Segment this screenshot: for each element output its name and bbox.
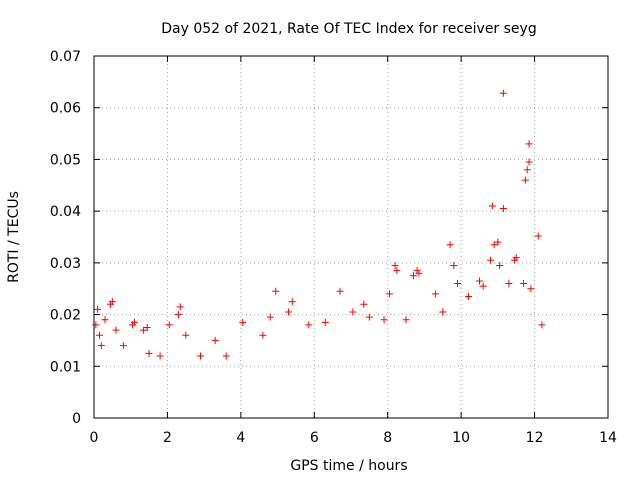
data-point — [96, 331, 104, 339]
data-point — [165, 321, 173, 329]
data-point — [439, 308, 447, 316]
axis-ticks: 0 2 4 6 8 10 12 14 0 0.01 0.02 0.03 0.04 0.05 0.06 0.07 — [50, 49, 617, 446]
data-point — [512, 254, 520, 262]
data-point — [174, 311, 182, 319]
chart-title: Day 052 of 2021, Rate Of TEC Index for r… — [161, 21, 536, 37]
data-point — [97, 342, 105, 350]
data-point — [488, 202, 496, 210]
data-point — [182, 331, 190, 339]
data-point — [534, 232, 542, 240]
data-point — [305, 321, 313, 329]
data-point — [490, 241, 498, 249]
data-point — [156, 352, 164, 360]
x-tick-label: 10 — [452, 430, 470, 446]
data-point — [349, 308, 357, 316]
x-tick-label: 2 — [163, 430, 172, 446]
y-tick-label: 0.01 — [50, 359, 81, 375]
x-tick-label: 6 — [310, 430, 319, 446]
data-point — [119, 342, 127, 350]
x-tick-label: 4 — [236, 430, 245, 446]
data-point — [222, 352, 230, 360]
y-tick-label: 0.07 — [50, 49, 81, 65]
data-point — [101, 316, 109, 324]
data-point — [499, 89, 507, 97]
data-point — [446, 241, 454, 249]
data-point — [266, 313, 274, 321]
data-point — [94, 305, 102, 313]
data-point — [386, 290, 394, 298]
data-point — [523, 166, 531, 174]
data-point — [336, 287, 344, 295]
plot-frame — [93, 55, 609, 419]
y-tick-label: 0.04 — [50, 204, 81, 220]
data-point — [112, 326, 120, 334]
data-point — [211, 336, 219, 344]
y-axis-title: ROTI / TECUs — [6, 191, 22, 283]
data-point — [487, 256, 495, 264]
data-point — [391, 261, 399, 269]
data-point — [259, 331, 267, 339]
data-point — [525, 140, 533, 148]
grid-lines — [94, 56, 608, 418]
data-point — [479, 282, 487, 290]
data-point — [538, 321, 546, 329]
data-point — [92, 321, 100, 329]
data-point — [108, 298, 116, 306]
y-tick-label: 0.03 — [50, 256, 81, 272]
data-point — [476, 277, 483, 285]
y-tick-label: 0.05 — [50, 152, 81, 168]
data-point — [145, 349, 153, 357]
data-point — [143, 324, 151, 331]
x-axis-title: GPS time / hours — [290, 458, 407, 474]
data-point — [140, 326, 148, 334]
data-point — [496, 261, 504, 269]
data-point — [360, 300, 368, 308]
data-point — [521, 176, 529, 184]
data-point — [130, 318, 138, 326]
data-point — [196, 352, 204, 360]
data-point — [494, 238, 502, 246]
x-tick-label: 0 — [90, 430, 99, 446]
x-tick-label: 12 — [526, 430, 544, 446]
scatter-points — [92, 89, 546, 360]
data-point — [380, 316, 388, 324]
data-point — [402, 316, 410, 324]
data-point — [499, 205, 507, 213]
data-point — [505, 280, 513, 288]
y-tick-label: 0.02 — [50, 308, 81, 324]
data-point — [525, 158, 533, 166]
y-tick-label: 0.06 — [50, 101, 81, 117]
data-point — [321, 318, 329, 326]
data-point — [272, 287, 280, 295]
y-tick-label: 0 — [72, 411, 81, 427]
data-point — [393, 267, 401, 275]
data-point — [365, 313, 373, 321]
data-point — [409, 272, 417, 280]
data-point — [527, 285, 535, 293]
data-point — [239, 318, 247, 326]
data-point — [520, 280, 528, 288]
data-point — [450, 261, 458, 269]
data-point — [415, 269, 423, 277]
data-point — [288, 298, 296, 306]
data-point — [464, 292, 472, 300]
data-point — [431, 290, 439, 298]
data-point — [285, 308, 293, 316]
x-tick-label: 14 — [599, 430, 617, 446]
data-point — [176, 303, 184, 311]
data-point — [453, 280, 461, 288]
x-tick-label: 8 — [383, 430, 392, 446]
